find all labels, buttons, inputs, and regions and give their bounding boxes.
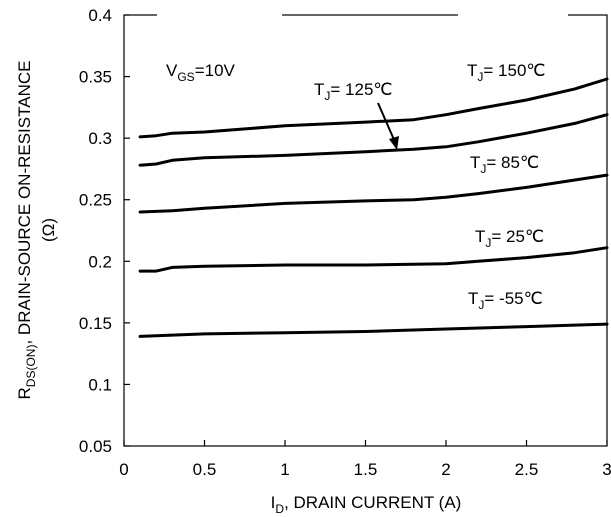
x-tick-label: 1 [280, 460, 289, 479]
annotation-arrow-line [377, 102, 396, 143]
x-tick-label: 0 [119, 460, 128, 479]
y-tick-label: 0.35 [79, 68, 112, 87]
condition-label: VGS=10V [166, 61, 236, 84]
svg-text:RDS(ON), DRAIN-SOURCE ON-RESIS: RDS(ON), DRAIN-SOURCE ON-RESISTANCE [15, 61, 38, 400]
series-label-150: TJ= 150℃ [467, 61, 546, 84]
y-tick-label: 0.25 [79, 191, 112, 210]
x-tick-label: 3 [602, 460, 611, 479]
y-tick-label: 0.05 [79, 437, 112, 456]
plot-area: 0.05 0.1 0.15 0.2 0.25 0.3 0.35 0.4 0 0.5 1 1.5 2 2.5… [79, 6, 611, 479]
x-axis-title: ID, DRAIN CURRENT (A) [271, 493, 462, 516]
series-line-0 [138, 77, 609, 139]
x-tick-label: 1.5 [354, 460, 378, 479]
y-axis-title: RDS(ON), DRAIN-SOURCE ON-RESISTANCE [15, 61, 38, 400]
y-tick-label: 0.15 [79, 314, 112, 333]
y-axis-unit: (Ω) [39, 218, 58, 242]
series-line-1 [138, 113, 609, 167]
annotation-arrow-head [389, 136, 399, 150]
x-tick-label: 2 [441, 460, 450, 479]
y-tick-label: 0.2 [88, 252, 112, 271]
x-tick-label: 0.5 [193, 460, 217, 479]
series-label-minus55: TJ= -55℃ [468, 289, 543, 312]
series-line-3 [138, 246, 609, 273]
y-tick-label: 0.1 [88, 375, 112, 394]
y-tick-label: 0.3 [88, 129, 112, 148]
x-tick-label: 2.5 [515, 460, 539, 479]
svg-text:(Ω): (Ω) [39, 218, 58, 242]
series-label-25: TJ= 25℃ [475, 227, 544, 250]
series-line-2 [138, 173, 609, 214]
label-mask [157, 8, 282, 26]
series-label-85: TJ= 85℃ [470, 153, 539, 176]
label-mask [458, 8, 568, 26]
series-line-4 [138, 322, 609, 338]
y-tick-label: 0.4 [88, 6, 112, 25]
series-label-125: TJ= 125℃ [314, 80, 393, 103]
